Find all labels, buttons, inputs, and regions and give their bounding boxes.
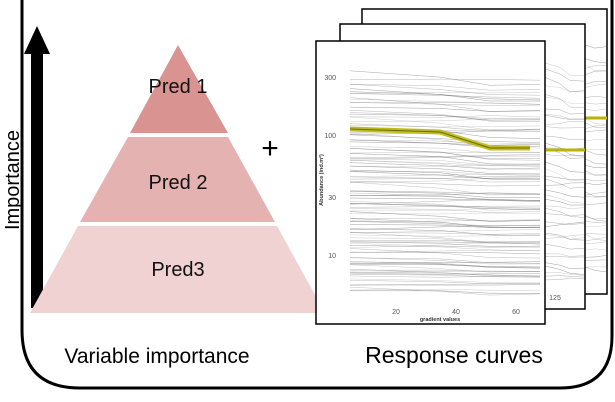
pyramid-label-3: Pred3 — [151, 259, 204, 281]
x-axis-label: gradient values — [420, 317, 460, 323]
y-tick-30: 30 — [328, 195, 336, 202]
response-plot-stack: 125 Abundance (ind.m²) 300 100 30 10 20 … — [316, 9, 607, 324]
caption-response-curves: Response curves — [365, 342, 543, 368]
importance-pyramid: Pred 1 Pred 2 Pred3 — [30, 45, 325, 313]
importance-label: Importance — [2, 130, 24, 230]
y-tick-100: 100 — [324, 133, 336, 140]
y-tick-300: 300 — [324, 75, 336, 82]
caption-variable-importance: Variable importance — [64, 345, 249, 368]
x-tick-40: 40 — [452, 309, 460, 316]
plus-symbol: + — [261, 132, 279, 165]
arrow-shaft — [31, 50, 43, 308]
x-tick-20: 20 — [392, 309, 400, 316]
y-tick-10: 10 — [328, 253, 336, 260]
pyramid-label-1: Pred 1 — [149, 76, 208, 98]
importance-arrow — [24, 26, 50, 308]
arrow-head — [24, 26, 50, 54]
y-axis-label: Abundance (ind.m²) — [318, 154, 325, 206]
x-tick-60: 60 — [512, 309, 520, 316]
plot-sheet-middle-x-tick: 125 — [549, 295, 561, 302]
pyramid-label-2: Pred 2 — [149, 172, 208, 194]
